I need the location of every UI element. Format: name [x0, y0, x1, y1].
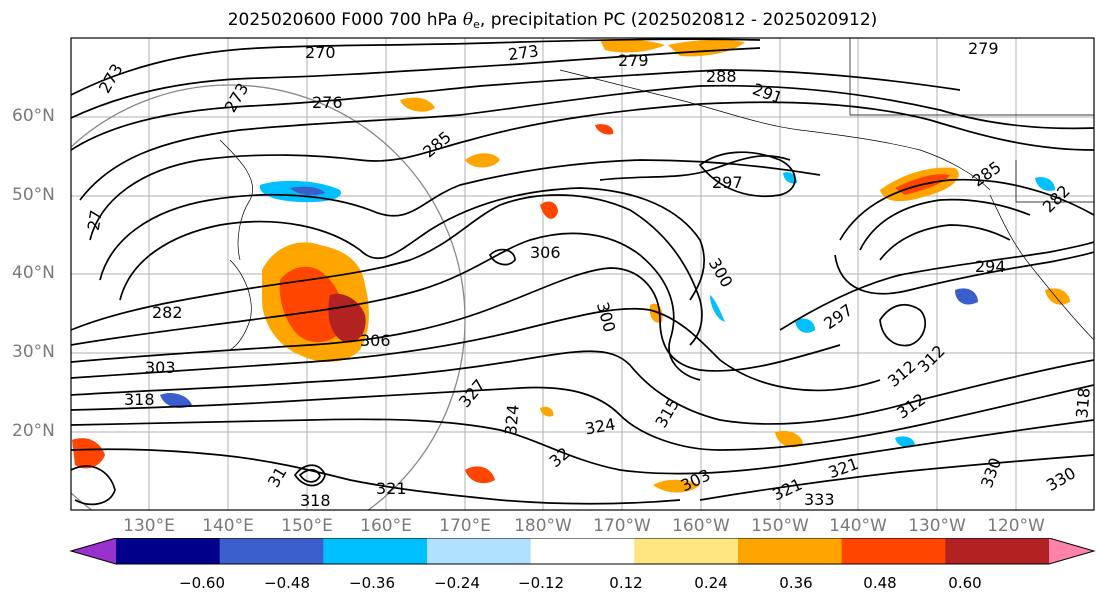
contour-label: 321	[376, 479, 407, 498]
theta-e-contours	[71, 38, 1094, 506]
contour-label: 282	[152, 303, 183, 322]
precip-patch	[600, 39, 665, 53]
contour-label: 270	[305, 43, 336, 62]
title-theta: θ	[462, 10, 474, 30]
colorbar-cell	[116, 538, 221, 564]
lat-label-30n: 30°N	[12, 342, 55, 362]
title-theta-subscript: e	[473, 18, 480, 31]
lat-label-60n: 60°N	[12, 106, 55, 126]
contour-label: 288	[706, 67, 737, 86]
precip-patch	[540, 201, 558, 219]
colorbar-tick-label: 0.24	[694, 574, 728, 592]
precip-patch	[160, 393, 192, 408]
colorbar-tick-label: −0.60	[179, 574, 225, 592]
precip-patch	[955, 288, 978, 305]
colorbar-cell	[219, 538, 324, 564]
precip-patch	[653, 479, 700, 493]
lon-label: 130°W	[908, 516, 966, 536]
colorbar-cell	[530, 538, 635, 564]
contour-label: 294	[975, 257, 1006, 276]
title-prefix: 2025020600 F000 700 hPa	[227, 10, 463, 30]
precip-patch	[775, 430, 803, 448]
contour-label: 306	[360, 331, 391, 350]
contour-label: 318	[300, 491, 331, 510]
precip-patch	[72, 438, 105, 469]
colorbar-tick-label: 0.60	[948, 574, 982, 592]
lon-label: 170°E	[439, 516, 491, 536]
colorbar-cell	[945, 538, 1050, 564]
map-title: 2025020600 F000 700 hPa θe, precipitatio…	[0, 10, 1105, 31]
precip-patch	[290, 186, 325, 196]
contour-label: 318	[124, 390, 155, 409]
colorbar-cell	[841, 538, 946, 564]
contour-label: 273	[507, 41, 540, 64]
precip-patch	[783, 172, 797, 184]
lon-label: 160°W	[672, 516, 730, 536]
colorbar-cell	[1049, 538, 1094, 564]
contour-label: 324	[501, 404, 523, 436]
title-suffix: , precipitation PC (2025020812 - 2025020…	[479, 10, 878, 30]
precip-patch	[1035, 177, 1055, 191]
colorbar-cell	[71, 538, 116, 564]
lon-label: 120°W	[987, 516, 1045, 536]
lat-label-20n: 20°N	[12, 421, 55, 441]
contour-label: 27	[84, 209, 106, 232]
precip-patch	[1045, 288, 1070, 305]
lat-label-50n: 50°N	[12, 185, 55, 205]
colorbar-cell	[634, 538, 739, 564]
precip-patch	[465, 153, 500, 168]
colorbar-cell	[323, 538, 428, 564]
precip-patch	[328, 293, 366, 343]
precip-patch	[540, 406, 554, 417]
contour-label: 303	[145, 358, 176, 377]
precip-patch	[595, 124, 614, 135]
colorbar-cell	[427, 538, 532, 564]
precip-patch	[895, 436, 915, 448]
lon-label: 150°W	[751, 516, 809, 536]
lon-label: 170°W	[593, 516, 651, 536]
lon-label: 160°E	[360, 516, 412, 536]
colorbar-tick-label: 0.12	[609, 574, 643, 592]
precip-patch	[279, 266, 344, 343]
colorbar-tick-label: −0.24	[434, 574, 480, 592]
contour-label: 279	[968, 39, 999, 58]
precip-patch	[400, 97, 435, 112]
lon-label: 130°E	[123, 516, 175, 536]
lon-label: 140°E	[202, 516, 254, 536]
contour-label: 276	[312, 93, 343, 112]
colorbar-tick-label: 0.36	[779, 574, 813, 592]
colorbar	[69, 538, 1096, 565]
colorbar-tick-label: 0.48	[863, 574, 897, 592]
contour-label: 297	[712, 173, 743, 192]
colorbar-cell	[738, 538, 843, 564]
contour-label: 318	[1072, 387, 1094, 419]
precip-patch	[795, 318, 815, 333]
precip-patches	[72, 39, 1070, 493]
lon-label: 150°E	[281, 516, 333, 536]
range-circle	[71, 84, 466, 510]
contour-label: 279	[618, 51, 649, 70]
colorbar-tick-label: −0.12	[518, 574, 564, 592]
contour-label: 333	[804, 490, 835, 509]
colorbar-tick-label: −0.48	[264, 574, 310, 592]
lon-label: 180°W	[514, 516, 572, 536]
precip-patch	[710, 295, 725, 322]
precip-patch	[465, 466, 495, 484]
contour-label: 306	[530, 243, 561, 262]
coastlines	[219, 38, 1094, 351]
lon-label: 140°W	[829, 516, 887, 536]
colorbar-tick-label: −0.36	[349, 574, 395, 592]
lat-label-40n: 40°N	[12, 263, 55, 283]
